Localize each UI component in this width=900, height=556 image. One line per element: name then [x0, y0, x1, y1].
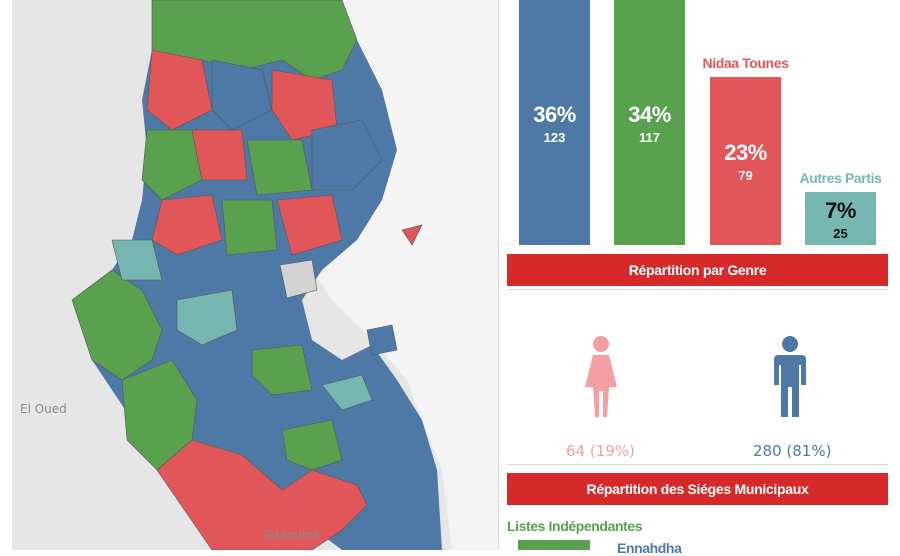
region-southwest-green[interactable]: [121, 359, 198, 471]
results-panel: 36% 123 34% 117 23% 79 Nidaa Tounes 7% 25 Autres …: [500, 0, 900, 556]
male-count-label: 280 (81%): [753, 442, 832, 460]
party-bar-3[interactable]: 7% 25: [805, 192, 876, 245]
gender-rule-top: [507, 289, 888, 290]
region-island-blue[interactable]: [366, 324, 398, 356]
region-teal-3[interactable]: [111, 239, 163, 281]
male-icon: [774, 336, 806, 417]
party-bar-1[interactable]: 34% 117: [614, 0, 685, 245]
sea: [312, 0, 498, 550]
region-north-red-1[interactable]: [146, 49, 213, 131]
region-center-teal[interactable]: [176, 289, 238, 346]
party-bar-count: 117: [639, 130, 660, 145]
party-bar-2[interactable]: 23% 79: [710, 77, 781, 245]
map-label-tataouine: Tataouine: [262, 528, 321, 542]
party-bar-count: 79: [738, 168, 753, 183]
party-bar-count: 25: [833, 226, 848, 241]
seats-item-independent: Listes Indépendantes: [507, 518, 643, 534]
region-south-red[interactable]: [156, 439, 368, 550]
party-bar-0[interactable]: 36% 123: [519, 0, 590, 245]
region-nw-green[interactable]: [141, 129, 203, 201]
panel-divider: [498, 0, 499, 550]
party-bar-percent: 23%: [724, 140, 767, 165]
region-red-5[interactable]: [276, 194, 343, 256]
female-icon: [585, 336, 617, 417]
region-green-4[interactable]: [246, 139, 313, 196]
region-red-4[interactable]: [151, 194, 223, 256]
party-bar-count: 123: [543, 130, 566, 145]
regions-layer[interactable]: [71, 0, 442, 550]
party-bar-label-2: Nidaa Tounes: [702, 55, 789, 71]
region-red-3[interactable]: [191, 129, 248, 181]
region-north-blue-1[interactable]: [211, 59, 273, 131]
map-label-el-oued: El Oued: [20, 402, 67, 416]
seats-bar-independent: [518, 540, 590, 550]
region-island-red[interactable]: [401, 224, 423, 246]
seats-section-header: Répartition des Siéges Municipaux: [507, 473, 888, 505]
seats-item-ennahdha: Ennahdha: [617, 540, 682, 556]
region-green-5[interactable]: [221, 199, 278, 256]
map-canvas[interactable]: [12, 0, 498, 550]
party-bar-percent: 7%: [825, 198, 856, 223]
region-grey[interactable]: [279, 259, 318, 299]
region-blue-2[interactable]: [311, 119, 383, 191]
gender-rule-bottom: [507, 464, 888, 465]
region-green-3[interactable]: [281, 419, 343, 471]
region-green-2[interactable]: [251, 344, 313, 396]
female-count-label: 64 (19%): [566, 442, 635, 460]
municipal-results-map[interactable]: El Oued Tataouine: [12, 0, 498, 550]
party-bar-percent: 36%: [533, 102, 576, 127]
party-bar-percent: 34%: [628, 102, 671, 127]
party-bar-label-3: Autres Partis: [799, 170, 882, 186]
region-teal-2[interactable]: [321, 374, 373, 411]
gender-section-header: Répartition par Genre: [507, 254, 888, 286]
